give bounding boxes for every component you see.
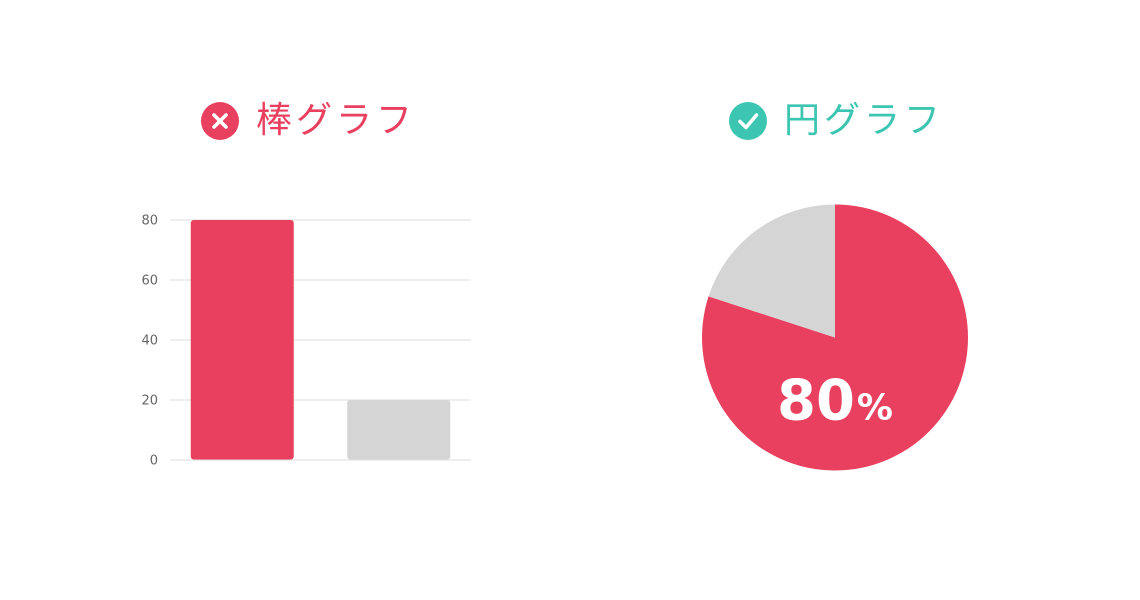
bar-chart-title: 棒グラフ: [256, 100, 417, 141]
y-tick-label: 60: [141, 274, 158, 289]
bar-chart: 0 20 40 60 80: [141, 214, 471, 469]
y-tick-label: 20: [141, 394, 158, 409]
pie-value-label: 80%: [777, 369, 893, 434]
y-tick-label: 80: [141, 214, 158, 229]
bar-chart-heading: 棒グラフ: [201, 98, 416, 144]
bar: [347, 400, 451, 460]
y-tick-label: 0: [150, 454, 158, 469]
close-icon: [201, 102, 239, 140]
check-icon: [729, 102, 767, 140]
y-tick-label: 40: [141, 334, 158, 349]
pie-value-unit: %: [857, 388, 893, 429]
pie-chart-heading: 円グラフ: [729, 98, 944, 144]
pie-slice: [708, 204, 835, 338]
pie-chart-title: 円グラフ: [784, 100, 945, 141]
pie-chart: 80%: [702, 204, 968, 471]
pie-value-number: 80: [777, 369, 855, 434]
bar: [190, 220, 294, 460]
